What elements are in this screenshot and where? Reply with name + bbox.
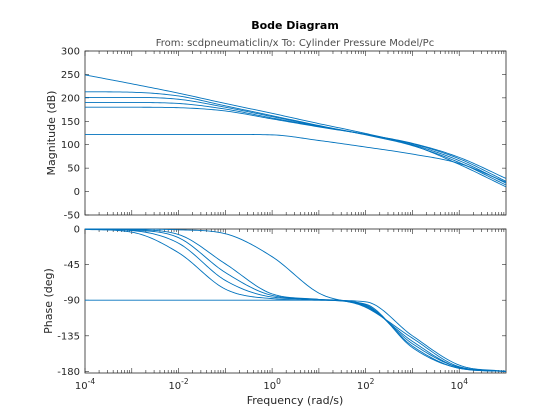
phase-y-tick-label: -135 [57,331,80,342]
phase-y-tick-label: 0 [74,225,80,236]
frequency-ticks: 10-4 10-2 100 102 104 [75,377,468,392]
magnitude-series-6 [84,74,507,188]
phase-series-4 [84,228,507,372]
frequency-tick-label: 10-4 [75,377,95,392]
phase-series-2 [84,228,507,372]
frequency-tick-label: 102 [357,377,375,392]
phase-y-tick-label: -180 [57,367,80,378]
phase-axes-box [84,228,507,374]
phase-y-tick-label: -90 [64,296,80,307]
magnitude-y-tick-label: -50 [64,211,80,222]
phase-axis-label: Phase (deg) [42,268,55,334]
magnitude-y-tick-label: 200 [61,93,80,104]
magnitude-series [84,74,507,188]
magnitude-series-5 [84,91,507,186]
magnitude-series-2 [85,106,507,179]
chart-subtitle: From: scdpneumaticlin/x To: Cylinder Pre… [156,38,434,49]
chart-title: Bode Diagram [251,19,339,32]
magnitude-series-4 [85,96,507,184]
magnitude-axes-box [84,50,507,216]
frequency-tick-label: 100 [263,377,281,392]
frequency-axis-label: Frequency (rad/s) [247,394,344,407]
frequency-tick-label: 104 [450,377,468,392]
magnitude-y-tick-label: 250 [61,70,80,81]
magnitude-axis-label: Magnitude (dB) [45,91,58,176]
phase-ticks: 0 -45 -90 -135 -180 [57,225,506,378]
frequency-tick-label: 10-2 [168,377,188,392]
magnitude-y-tick-label: 300 [61,47,80,58]
phase-series [84,228,507,372]
magnitude-series-1 [85,133,507,183]
magnitude-y-tick-label: 150 [61,117,80,128]
magnitude-y-tick-label: 0 [74,187,80,198]
magnitude-y-tick-label: 50 [67,164,80,175]
magnitude-series-3 [85,102,507,182]
phase-series-6 [85,228,507,372]
magnitude-y-tick-label: 100 [61,140,80,151]
phase-series-5 [84,228,507,372]
phase-y-tick-label: -45 [64,260,80,271]
magnitude-ticks: -50 0 50 100 150 200 250 300 [61,47,506,222]
